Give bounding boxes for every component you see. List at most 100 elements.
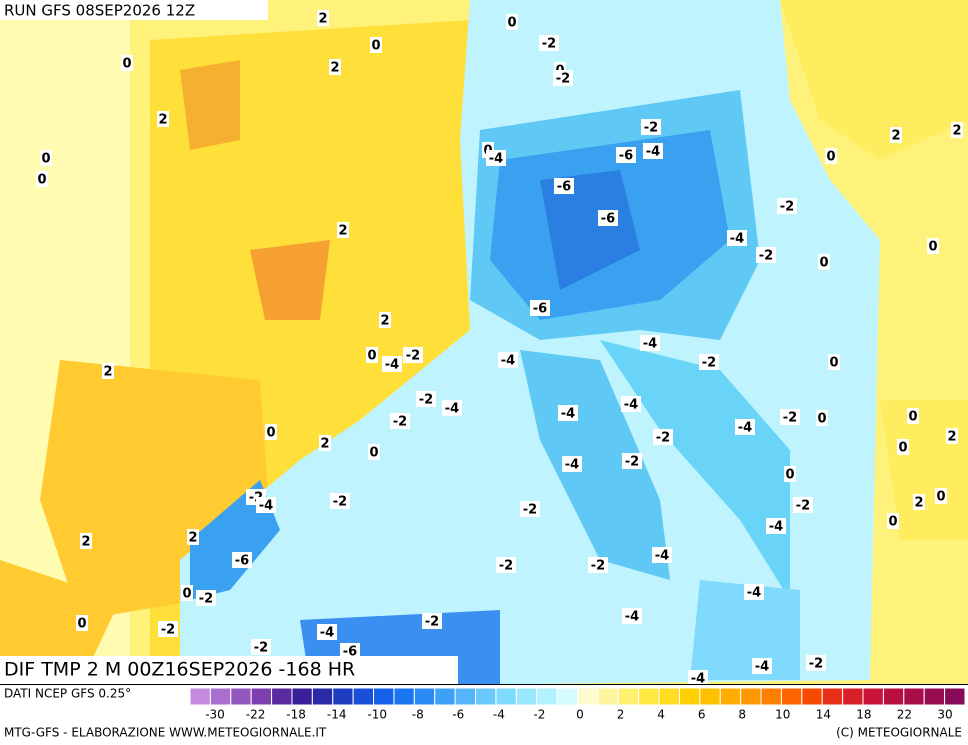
value-label: -2 (161, 623, 175, 638)
value-label: 2 (81, 535, 90, 550)
value-label: -2 (783, 411, 797, 426)
label-box (506, 14, 518, 30)
colorbar-swatch (780, 687, 803, 706)
value-label: -4 (691, 672, 705, 687)
label-box (157, 111, 169, 127)
label-box (102, 363, 114, 379)
value-label: -2 (333, 495, 347, 510)
label-box (370, 37, 382, 53)
label-box (530, 300, 550, 316)
colorbar-tick-label: -6 (452, 708, 464, 722)
colorbar-swatch (291, 687, 313, 706)
value-label: 0 (122, 57, 131, 72)
label-box (735, 419, 755, 435)
label-box (520, 501, 540, 517)
label-box (652, 547, 672, 563)
colorbar-swatch (271, 687, 293, 706)
label-box (256, 497, 276, 513)
value-label: -4 (561, 407, 575, 422)
colorbar-tick-label: -22 (246, 708, 266, 722)
colorbar-swatch (658, 687, 680, 706)
label-box (752, 658, 772, 674)
colorbar-swatch (189, 687, 211, 706)
credit-label: MTG-GFS - ELABORAZIONE WWW.METEOGIORNALE… (4, 726, 327, 740)
colorbar-swatch (740, 687, 762, 706)
colorbar-tick-label: 4 (657, 708, 665, 722)
value-label: 0 (819, 256, 828, 271)
colorbar: -30 -22 -18 -14 -10 -8 -6 -4 -2 0 2 4 6 8 10 14 18 22 30 (189, 687, 966, 722)
colorbar-tick-label: 10 (775, 708, 790, 722)
label-box (390, 413, 410, 429)
label-box (806, 655, 826, 671)
value-label: -2 (425, 615, 439, 630)
value-label: -2 (419, 393, 433, 408)
title-box (0, 656, 458, 684)
value-label: -2 (254, 641, 268, 656)
label-box (80, 533, 92, 549)
source-label: DATI NCEP GFS 0.25° (4, 687, 131, 701)
colorbar-swatch (699, 687, 721, 706)
label-box (890, 127, 902, 143)
colorbar-tick-label: -14 (327, 708, 347, 722)
label-box (793, 497, 813, 513)
colorbar-tick-label: 8 (738, 708, 746, 722)
value-label: -2 (406, 349, 420, 364)
colorbar-tick-label: 6 (698, 708, 706, 722)
value-label: 0 (266, 426, 275, 441)
label-box (337, 222, 349, 238)
colorbar-swatch (393, 687, 415, 706)
value-label: -6 (601, 212, 615, 227)
value-label: 0 (37, 173, 46, 188)
value-label: -4 (646, 145, 660, 160)
label-box (416, 391, 436, 407)
colorbar-swatch (515, 687, 538, 706)
colorbar-swatch (352, 687, 375, 706)
label-box (640, 335, 660, 351)
label-box (887, 513, 899, 529)
map-labels: 200-2020-22-222000-4-6-40-6-2-62-4-200-6… (36, 10, 963, 687)
label-box (825, 148, 837, 164)
value-label: -4 (501, 354, 515, 369)
value-label: -2 (759, 249, 773, 264)
value-label: 2 (330, 61, 339, 76)
value-label: -4 (624, 398, 638, 413)
label-box (76, 615, 88, 631)
colorbar-tick-label: 30 (937, 708, 952, 722)
label-box (36, 171, 48, 187)
colorbar-swatch (332, 687, 354, 706)
value-label: 2 (188, 531, 197, 546)
colorbar-tick-label: 14 (816, 708, 831, 722)
label-box (232, 552, 252, 568)
colorbar-swatch (475, 687, 497, 706)
label-box (181, 585, 193, 601)
label-box (558, 405, 578, 421)
label-box (496, 557, 516, 573)
value-label: 0 (367, 349, 376, 364)
value-label: -4 (655, 549, 669, 564)
label-box (553, 70, 573, 86)
label-box (897, 439, 909, 455)
label-box (616, 147, 636, 163)
colorbar-tick-label: 2 (617, 708, 625, 722)
colorbar-swatch (597, 687, 619, 706)
label-box (946, 428, 958, 444)
label-box (744, 584, 764, 600)
value-label: -2 (702, 356, 716, 371)
label-box (379, 312, 391, 328)
value-label: 0 (826, 150, 835, 165)
label-box (756, 247, 776, 263)
value-label: -4 (755, 660, 769, 675)
value-label: -4 (320, 626, 334, 641)
label-box (828, 354, 840, 370)
value-label: -2 (523, 503, 537, 518)
label-box (818, 254, 830, 270)
colorbar-swatch (617, 687, 640, 706)
label-box (498, 352, 518, 368)
colorbar-swatch (311, 687, 334, 706)
value-label: -2 (556, 72, 570, 87)
value-label: -2 (625, 455, 639, 470)
label-box (554, 178, 574, 194)
label-box (366, 347, 378, 363)
value-label: -2 (199, 592, 213, 607)
